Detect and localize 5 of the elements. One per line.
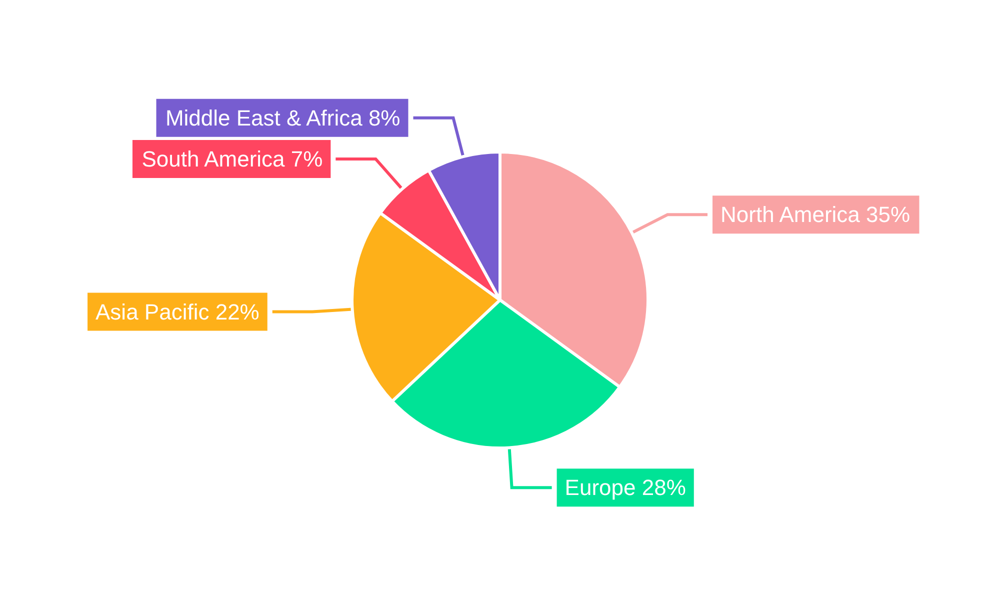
slice-label: Middle East & Africa 8%	[165, 105, 400, 130]
slice-label: North America 35%	[720, 202, 910, 228]
slice-label: South America 7%	[142, 146, 323, 172]
slice-label: Europe 28%	[564, 475, 686, 500]
slice-label: Asia Pacific 22%	[96, 299, 260, 324]
